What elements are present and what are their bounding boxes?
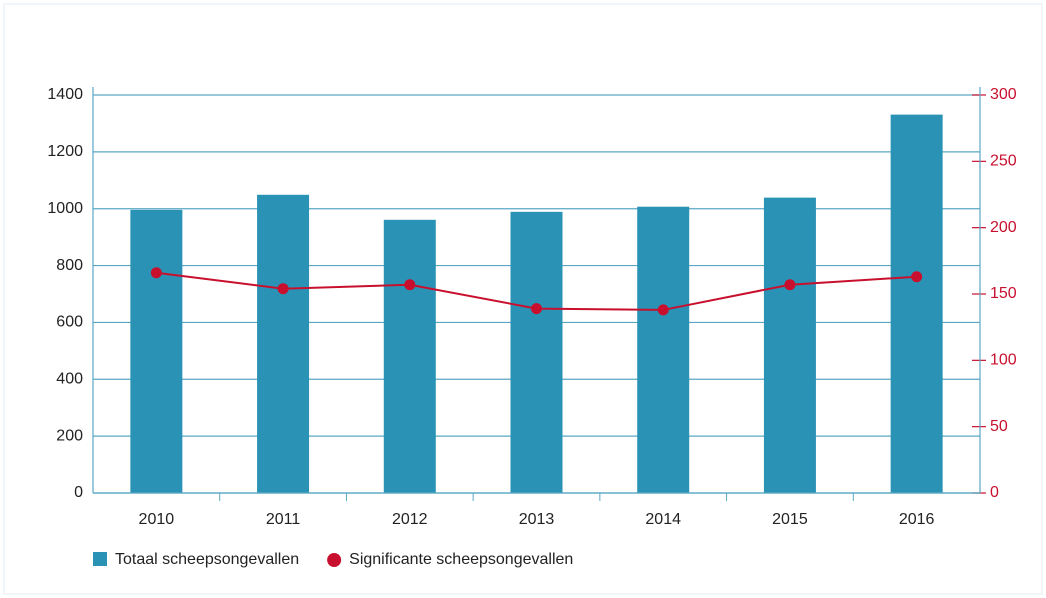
legend-swatch	[93, 552, 107, 566]
x-tick-label: 2012	[392, 511, 428, 528]
bar	[890, 114, 943, 493]
y2-tick-label: 0	[990, 484, 999, 501]
x-tick-label: 2014	[645, 511, 681, 528]
bar	[510, 211, 563, 493]
legend-label: Totaal scheepsongevallen	[115, 551, 299, 568]
point	[404, 279, 416, 291]
frame	[3, 3, 1043, 595]
point	[150, 267, 162, 279]
bar	[257, 194, 310, 493]
y2-tick-label: 50	[990, 418, 1008, 435]
legend-label: Significante scheepsongevallen	[349, 551, 573, 568]
x-tick-label: 2011	[266, 511, 301, 528]
x-tick-label: 2016	[899, 511, 935, 528]
y2-tick-label: 100	[990, 352, 1017, 369]
point	[911, 271, 923, 283]
y-tick-label: 1400	[47, 86, 83, 103]
point	[657, 304, 669, 316]
y-tick-label: 800	[56, 257, 83, 274]
x-tick-label: 2010	[139, 511, 175, 528]
point	[784, 279, 796, 291]
y-tick-label: 1000	[47, 200, 83, 217]
bar	[130, 209, 183, 493]
x-tick-label: 2015	[772, 511, 808, 528]
y2-tick-label: 150	[990, 285, 1017, 302]
legend-swatch	[327, 553, 342, 567]
y-tick-label: 0	[74, 484, 83, 501]
y-tick-label: 600	[56, 314, 83, 331]
bar	[383, 219, 436, 493]
y2-tick-label: 250	[990, 153, 1017, 170]
y-tick-label: 400	[56, 371, 83, 388]
bar	[637, 206, 690, 493]
point	[531, 303, 542, 315]
point	[277, 283, 289, 295]
y2-tick-label: 300	[990, 86, 1017, 103]
y-tick-label: 1200	[47, 143, 83, 160]
bar	[763, 197, 816, 493]
y2-tick-label: 200	[990, 219, 1017, 236]
y-tick-label: 200	[56, 427, 83, 444]
x-tick-label: 2013	[519, 511, 555, 528]
